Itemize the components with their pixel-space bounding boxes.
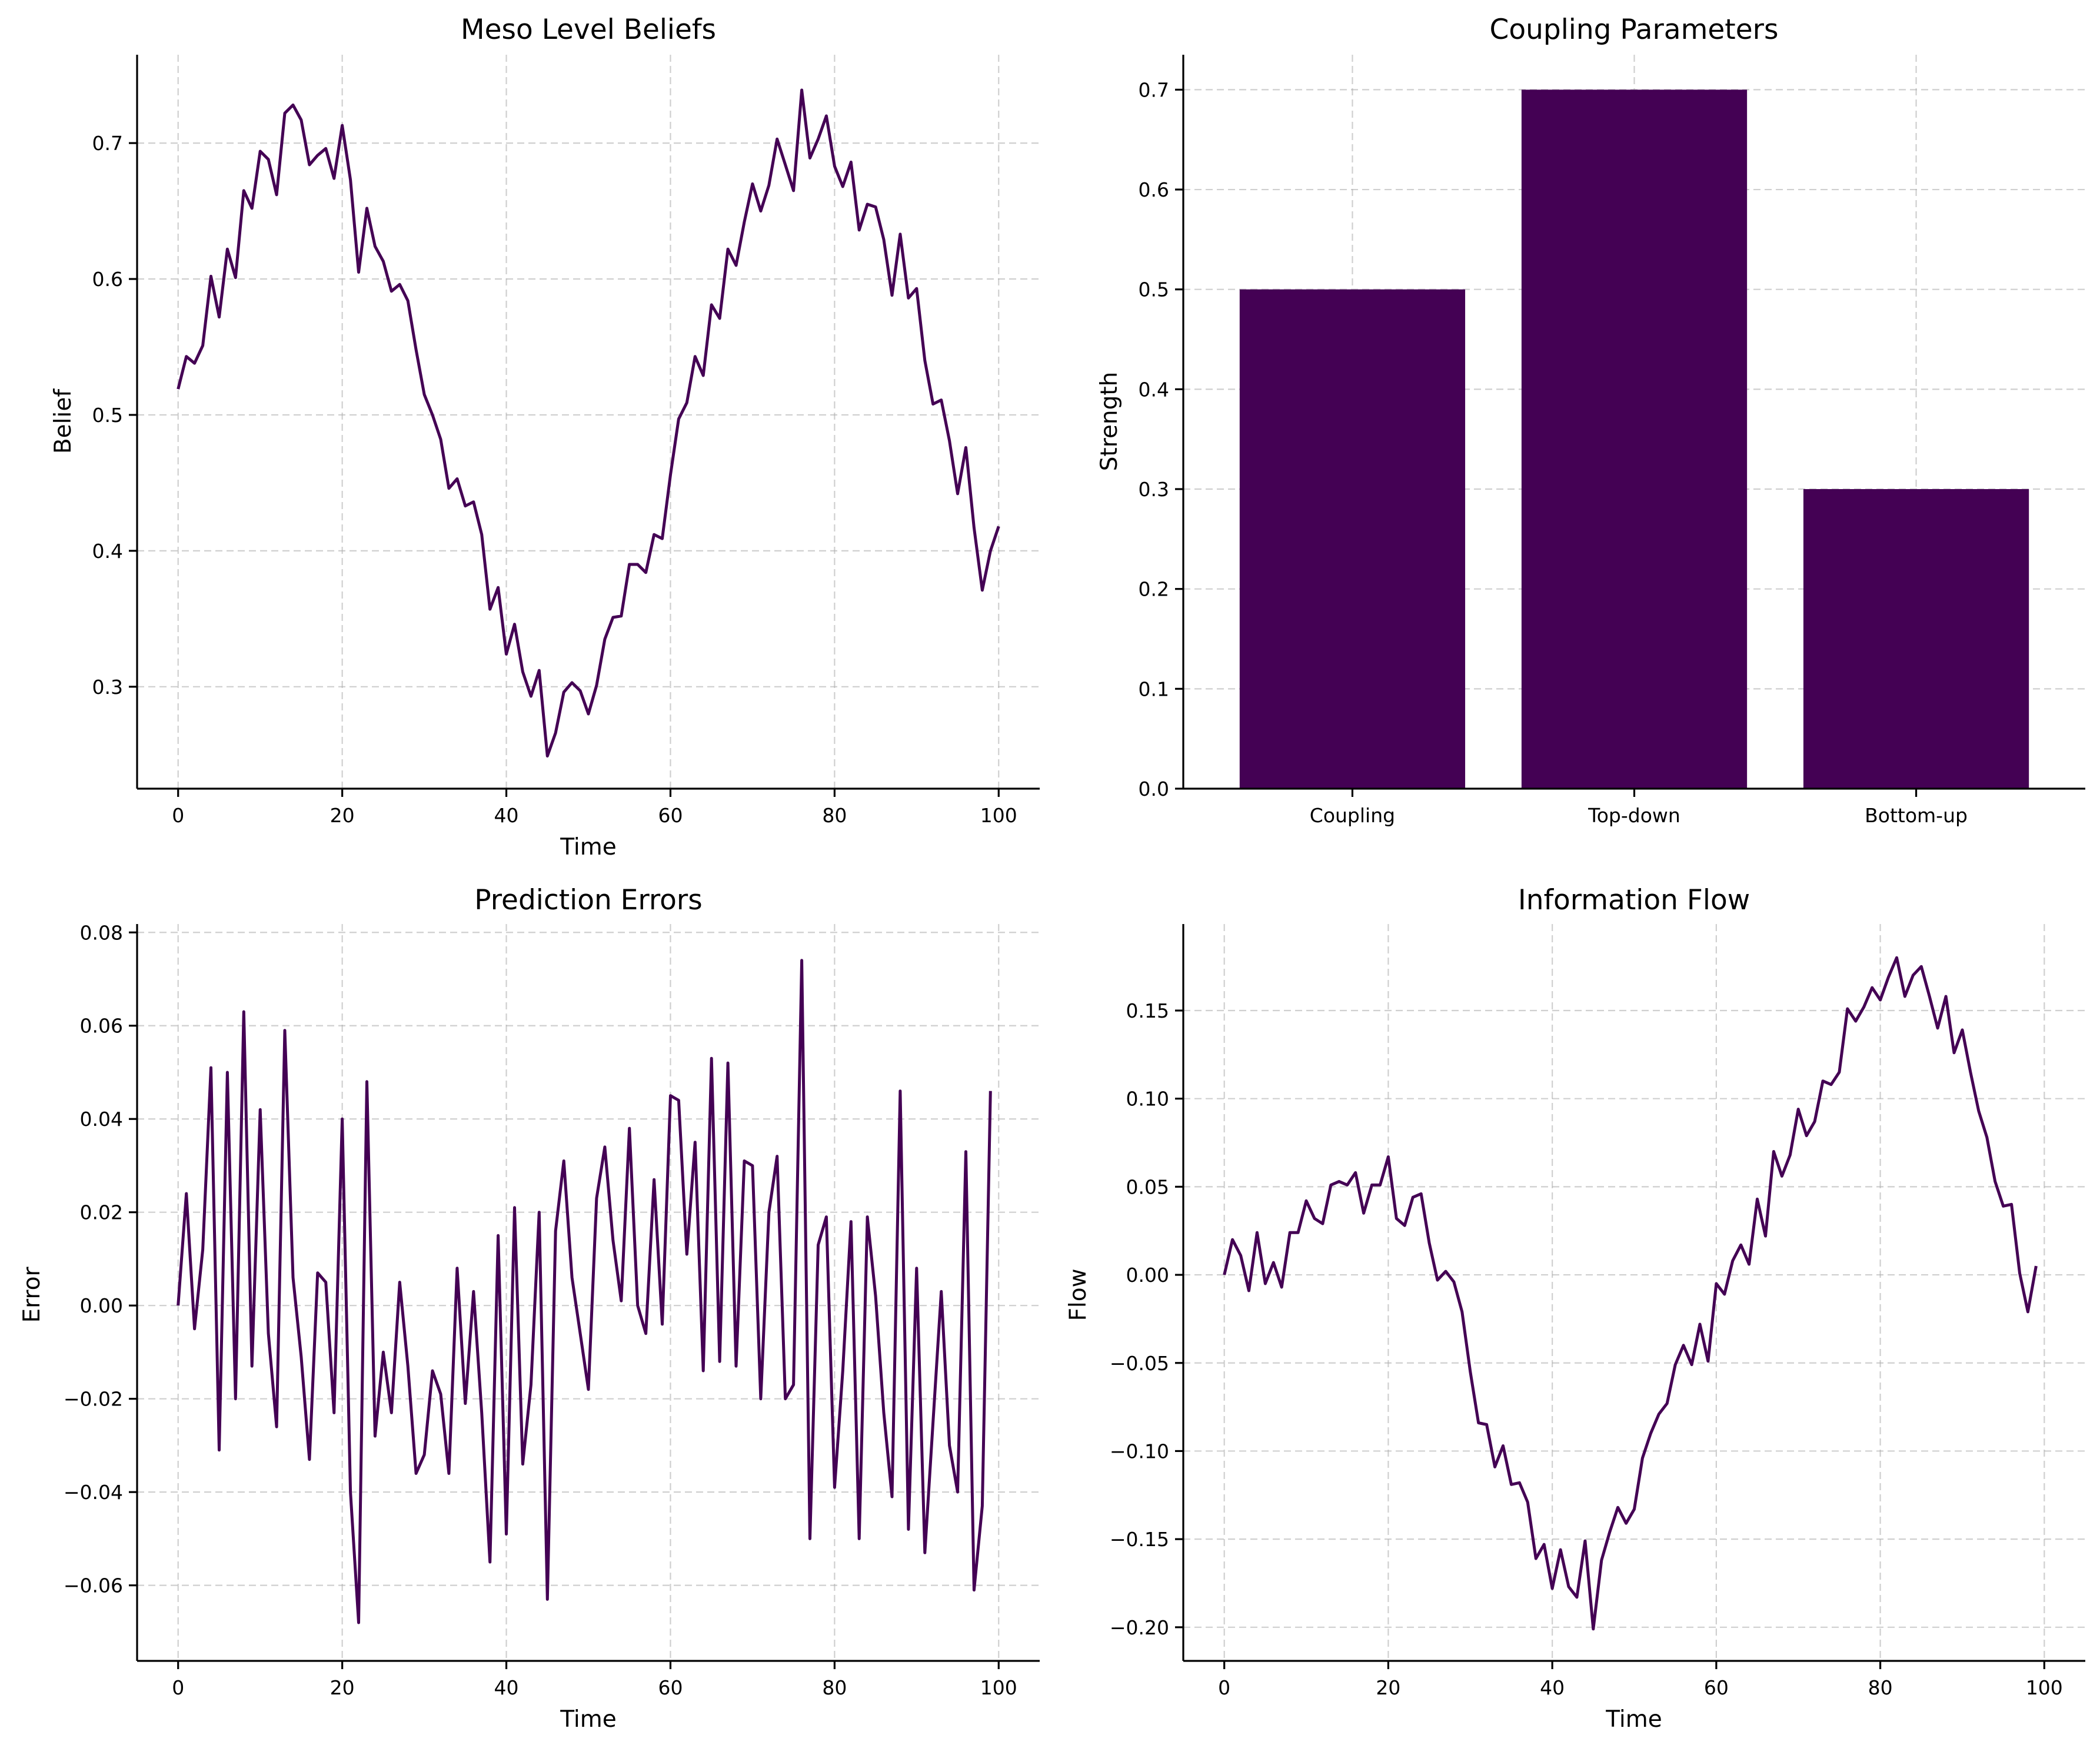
meso-x-ticks: 0 20 40 60 80 100 [172,789,1017,827]
meso-y-tick-label: 0.3 [92,676,123,699]
errors-y-tick-label: 0.00 [80,1294,123,1317]
coupling-bars [1239,89,2029,789]
errors-x-tick-label: 100 [980,1676,1017,1699]
errors-y-tick-label: 0.02 [80,1201,123,1224]
errors-x-tick-label: 0 [172,1676,184,1699]
errors-y-tick-label: −0.04 [64,1481,123,1504]
flow-y-tick-label: 0.15 [1126,999,1169,1022]
errors-grid [137,924,1040,1661]
coupling-y-ticks: 0.0 0.1 0.2 0.3 0.4 0.5 0.6 0.7 [1139,78,1183,800]
flow-x-tick-label: 80 [1868,1676,1893,1699]
flow-y-tick-label: −0.20 [1110,1616,1169,1639]
errors-series-line [177,959,992,1624]
coupling-x-tick-label: Bottom-up [1865,804,1968,827]
coupling-y-tick-label: 0.4 [1139,378,1169,401]
flow-y-tick-label: 0.00 [1126,1264,1169,1287]
flow-x-ticks: 0 20 40 60 80 100 [1218,1661,2063,1699]
flow-grid [1183,924,2085,1661]
errors-x-tick-label: 40 [494,1676,519,1699]
meso-y-label: Belief [50,388,76,454]
flow-y-tick-label: −0.10 [1110,1440,1169,1463]
coupling-y-tick-label: 0.0 [1139,777,1169,800]
coupling-y-label: Strength [1096,372,1123,471]
bar-top-down [1521,89,1748,789]
coupling-y-tick-label: 0.1 [1139,677,1169,700]
errors-y-label: Error [19,1267,45,1323]
flow-y-tick-label: −0.15 [1110,1528,1169,1551]
errors-y-tick-label: 0.04 [80,1108,123,1131]
errors-title: Prediction Errors [474,884,702,916]
meso-y-tick-label: 0.5 [92,404,123,427]
prediction-errors-panel: 0 20 40 60 80 100 −0.06 −0.04 −0.02 0.00 0.02 0.04… [19,884,1040,1733]
flow-title: Information Flow [1518,884,1750,916]
meso-series-line [177,88,1000,758]
errors-x-tick-label: 60 [658,1676,683,1699]
flow-x-tick-label: 20 [1376,1676,1400,1699]
meso-x-tick-label: 20 [330,804,355,827]
errors-marks [177,959,992,1624]
flow-y-tick-label: 0.10 [1126,1088,1169,1111]
errors-x-tick-label: 20 [330,1676,355,1699]
errors-x-ticks: 0 20 40 60 80 100 [172,1661,1017,1699]
coupling-title: Coupling Parameters [1490,14,1779,46]
meso-title: Meso Level Beliefs [461,14,716,46]
meso-y-tick-label: 0.4 [92,540,123,563]
coupling-y-tick-label: 0.7 [1139,78,1169,101]
meso-x-tick-label: 40 [494,804,519,827]
bar-coupling [1239,289,1466,789]
errors-y-tick-label: 0.08 [80,921,123,944]
meso-beliefs-panel: 0 20 40 60 80 100 0.3 0.4 0.5 0.6 0.7 Meso Level … [50,14,1040,860]
meso-y-ticks: 0.3 0.4 0.5 0.6 0.7 [92,132,137,699]
flow-series-line [1223,956,2038,1631]
errors-x-label: Time [560,1706,616,1733]
coupling-x-tick-label: Coupling [1310,804,1395,827]
meso-x-tick-label: 80 [822,804,847,827]
flow-y-ticks: −0.20 −0.15 −0.10 −0.05 0.00 0.05 0.10 0.15 [1110,999,1183,1639]
meso-marks [177,88,1000,758]
information-flow-panel: 0 20 40 60 80 100 −0.20 −0.15 −0.10 −0.05 0.00 0.0… [1065,884,2085,1733]
coupling-y-tick-label: 0.5 [1139,278,1169,301]
errors-y-tick-label: −0.02 [64,1388,123,1411]
coupling-y-tick-label: 0.2 [1139,578,1169,601]
flow-x-tick-label: 60 [1704,1676,1729,1699]
meso-y-tick-label: 0.7 [92,132,123,155]
errors-x-tick-label: 80 [822,1676,847,1699]
errors-y-ticks: −0.06 −0.04 −0.02 0.00 0.02 0.04 0.06 0.08 [64,921,137,1597]
meso-x-tick-label: 0 [172,804,184,827]
flow-y-label: Flow [1065,1268,1091,1321]
coupling-x-tick-label: Top-down [1588,804,1680,827]
coupling-y-tick-label: 0.6 [1139,178,1169,201]
coupling-y-tick-label: 0.3 [1139,478,1169,501]
flow-x-tick-label: 100 [2026,1676,2063,1699]
meso-x-label: Time [560,834,616,860]
meso-x-tick-label: 60 [658,804,683,827]
meso-x-tick-label: 100 [980,804,1017,827]
meso-grid [137,55,1040,789]
coupling-x-ticks: Coupling Top-down Bottom-up [1310,789,1968,827]
flow-x-label: Time [1605,1706,1662,1733]
meso-y-tick-label: 0.6 [92,268,123,291]
flow-x-tick-label: 40 [1540,1676,1565,1699]
flow-x-tick-label: 0 [1218,1676,1230,1699]
errors-y-tick-label: −0.06 [64,1574,123,1597]
flow-y-tick-label: 0.05 [1126,1175,1169,1198]
errors-y-tick-label: 0.06 [80,1015,123,1038]
coupling-parameters-panel: Coupling Top-down Bottom-up 0.00.10.20.30.… [1096,14,2085,827]
bar-bottom-up [1803,489,2029,789]
flow-marks [1223,956,2038,1631]
flow-y-tick-label: −0.05 [1110,1352,1169,1375]
